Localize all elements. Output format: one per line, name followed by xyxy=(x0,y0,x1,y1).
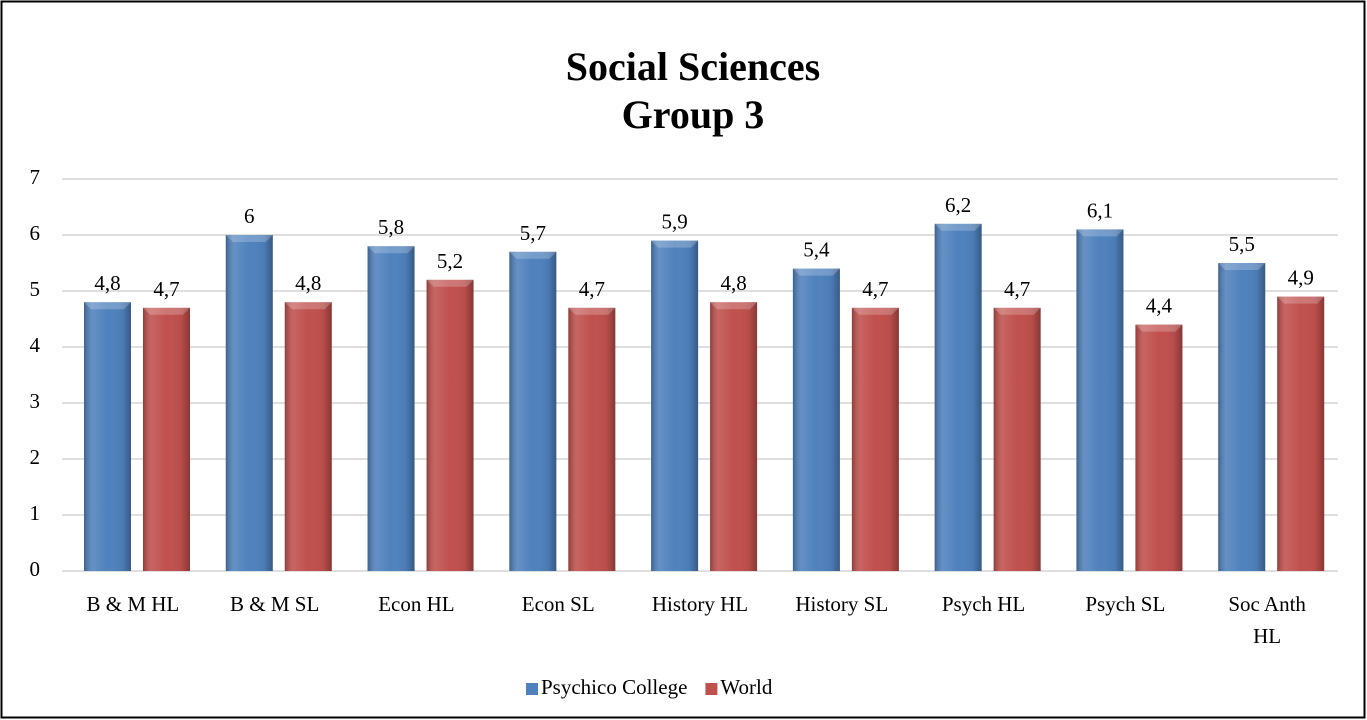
data-label: 6,1 xyxy=(1087,198,1113,222)
legend-label: World xyxy=(720,675,772,699)
y-tick-label: 0 xyxy=(30,557,41,581)
bar xyxy=(934,223,982,572)
chart-title: Social Sciences xyxy=(566,44,820,89)
bar-cap xyxy=(1277,296,1325,304)
bar-cap xyxy=(284,302,332,310)
bar xyxy=(851,307,899,571)
bar xyxy=(1076,229,1124,571)
data-label: 5,8 xyxy=(378,215,404,239)
bar-cap xyxy=(710,302,758,310)
y-tick-label: 1 xyxy=(30,501,41,525)
y-tick-label: 3 xyxy=(30,389,41,413)
data-label: 4,7 xyxy=(153,277,179,301)
data-label: 4,4 xyxy=(1146,294,1173,318)
bar-cap xyxy=(225,235,273,242)
y-tick-label: 7 xyxy=(30,165,41,189)
bar-cap xyxy=(1218,263,1266,270)
x-tick-label: History SL xyxy=(795,592,888,616)
chart-subtitle: Group 3 xyxy=(622,92,765,137)
x-tick-label: Psych SL xyxy=(1085,592,1165,616)
bar-cap xyxy=(568,307,616,315)
data-label: 4,7 xyxy=(862,277,888,301)
data-label: 5,4 xyxy=(803,238,830,262)
bar xyxy=(83,302,131,571)
bar xyxy=(284,302,332,571)
data-label: 6 xyxy=(244,204,255,228)
bar-cap xyxy=(792,268,840,276)
y-tick-label: 4 xyxy=(30,333,41,357)
bar-cap xyxy=(509,251,557,259)
x-tick-label: Econ HL xyxy=(378,592,454,616)
bar-cap xyxy=(83,302,131,310)
bar xyxy=(367,246,415,571)
legend-swatch xyxy=(526,683,538,695)
x-tick-label: History HL xyxy=(652,592,748,616)
bar xyxy=(792,268,840,571)
y-tick-label: 2 xyxy=(30,445,41,469)
bar xyxy=(710,302,758,571)
bar xyxy=(225,235,273,571)
bar-cap xyxy=(1076,229,1124,237)
bar-cap xyxy=(426,279,474,287)
bar xyxy=(1135,324,1183,571)
data-label: 4,7 xyxy=(579,277,605,301)
bar xyxy=(1218,263,1266,571)
bar-cap xyxy=(1135,324,1183,332)
y-tick-label: 5 xyxy=(30,277,41,301)
bar-cap xyxy=(142,307,190,315)
bar xyxy=(1277,296,1325,571)
legend-swatch xyxy=(705,683,718,695)
data-label: 5,7 xyxy=(520,221,546,245)
bar-cap xyxy=(934,223,982,231)
data-label: 4,9 xyxy=(1288,266,1314,290)
bar xyxy=(426,279,474,571)
bar xyxy=(509,251,557,572)
data-label: 5,9 xyxy=(661,210,687,234)
x-tick-label: B & M HL xyxy=(87,592,180,616)
y-tick-label: 6 xyxy=(30,221,41,245)
data-label: 5,2 xyxy=(437,249,463,273)
bar xyxy=(651,240,699,571)
legend-label: Psychico College xyxy=(541,675,687,699)
bar-cap xyxy=(993,307,1041,315)
data-label: 5,5 xyxy=(1229,232,1255,256)
x-tick-label: Psych HL xyxy=(942,592,1025,616)
x-tick-label: Econ SL xyxy=(522,592,595,616)
bar xyxy=(568,307,616,571)
data-label: 4,8 xyxy=(295,271,321,295)
x-tick-label: B & M SL xyxy=(230,592,319,616)
bar xyxy=(993,307,1041,571)
data-label: 4,8 xyxy=(94,271,120,295)
bar xyxy=(142,307,190,571)
bar-cap xyxy=(851,307,899,315)
x-tick-label: Soc Anth HL xyxy=(1228,592,1306,648)
data-label: 6,2 xyxy=(945,193,971,217)
data-label: 4,8 xyxy=(720,271,746,295)
data-label: 4,7 xyxy=(1004,277,1030,301)
bar-cap xyxy=(367,246,415,254)
bar-cap xyxy=(651,240,699,248)
